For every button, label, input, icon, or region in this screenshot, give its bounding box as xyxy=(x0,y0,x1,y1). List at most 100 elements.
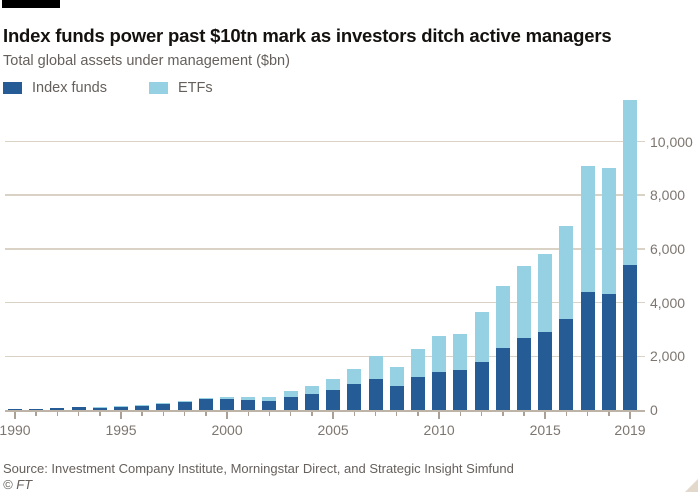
x-axis-tick-2010 xyxy=(438,411,440,419)
bar-2003-index-funds xyxy=(283,397,298,410)
etfs-swatch-icon xyxy=(148,82,168,94)
bar-1998-etfs xyxy=(177,400,192,402)
x-axis-tick-2013 xyxy=(502,411,504,416)
x-axis-tick-2004 xyxy=(311,411,313,416)
legend-item-index-funds: Index funds xyxy=(3,80,107,96)
bar-1996-index-funds xyxy=(135,405,150,410)
corner-triangle-icon xyxy=(685,479,698,492)
x-axis-tick-1998 xyxy=(183,411,186,416)
x-axis-label-2000: 2000 xyxy=(211,422,243,438)
bar-2017-etfs xyxy=(580,165,595,292)
bar-2012-etfs xyxy=(474,311,489,362)
x-axis-label-2015: 2015 xyxy=(529,422,561,438)
x-axis-label-1995: 1995 xyxy=(105,422,137,438)
x-axis-tick-1999 xyxy=(205,411,207,416)
bar-2008-index-funds xyxy=(389,385,404,410)
bar-2015-etfs xyxy=(538,254,553,333)
bar-2000-index-funds xyxy=(220,398,235,410)
x-axis-tick-2014 xyxy=(523,411,525,416)
x-axis-baseline xyxy=(5,409,645,412)
x-axis-tick-2012 xyxy=(480,411,483,416)
legend-label-index-funds: Index funds xyxy=(32,80,107,96)
x-axis-tick-2009 xyxy=(417,411,419,416)
y-axis-label-4,000: 4,000 xyxy=(650,294,686,311)
gridline-2,000 xyxy=(5,355,645,358)
bar-1994-index-funds xyxy=(92,407,107,410)
gridline-8,000 xyxy=(5,194,645,196)
x-axis-label-2010: 2010 xyxy=(423,422,455,438)
bar-2009-etfs xyxy=(410,349,425,377)
bar-2007-index-funds xyxy=(368,379,383,410)
bar-2000-etfs xyxy=(220,396,235,399)
bar-1999-etfs xyxy=(198,397,213,399)
x-axis-tick-2016 xyxy=(565,411,568,416)
bar-1991-index-funds xyxy=(29,408,44,410)
chart-title: Index funds power past $10tn mark as inv… xyxy=(3,25,612,47)
x-axis-tick-2001 xyxy=(247,411,250,416)
bar-2002-etfs xyxy=(262,397,277,402)
bar-2010-etfs xyxy=(432,336,447,372)
x-axis-tick-2007 xyxy=(374,411,377,416)
bar-1993-index-funds xyxy=(71,407,86,410)
index-funds-swatch-icon xyxy=(3,82,22,94)
x-axis-label-2005: 2005 xyxy=(317,422,349,438)
x-axis-tick-2018 xyxy=(608,411,610,416)
bar-2005-etfs xyxy=(326,379,341,391)
x-axis-tick-1992 xyxy=(56,411,59,416)
bar-2012-index-funds xyxy=(474,361,489,410)
y-axis-label-10,000: 10,000 xyxy=(650,133,693,150)
bar-1998-index-funds xyxy=(177,401,192,410)
bar-2016-index-funds xyxy=(559,318,574,410)
x-axis-tick-2000 xyxy=(226,411,228,419)
bar-1999-index-funds xyxy=(198,398,213,410)
bar-2015-index-funds xyxy=(538,332,553,410)
bar-1997-index-funds xyxy=(156,403,171,410)
x-axis-tick-1990 xyxy=(14,411,16,419)
bar-2003-etfs xyxy=(283,391,298,398)
bar-2019-etfs xyxy=(623,99,637,265)
x-axis-tick-2005 xyxy=(332,411,334,419)
bar-2001-index-funds xyxy=(241,400,256,410)
bar-2018-etfs xyxy=(601,167,616,294)
y-axis-label-0: 0 xyxy=(650,402,658,418)
x-axis-tick-2008 xyxy=(395,411,398,416)
y-axis-label-8,000: 8,000 xyxy=(650,187,686,204)
bar-2010-index-funds xyxy=(432,371,447,410)
x-axis-label-1990: 1990 xyxy=(0,422,31,438)
bar-2002-index-funds xyxy=(262,401,277,410)
bar-2004-index-funds xyxy=(304,394,319,410)
bar-2016-etfs xyxy=(559,226,574,319)
gridline-4,000 xyxy=(5,301,645,304)
bar-1992-index-funds xyxy=(50,408,65,410)
chart-subtitle: Total global assets under management ($b… xyxy=(3,53,290,69)
bar-2013-etfs xyxy=(495,286,510,349)
bar-2005-index-funds xyxy=(326,390,341,410)
x-axis-tick-1993 xyxy=(77,411,80,416)
x-axis-tick-1996 xyxy=(141,411,143,416)
x-axis-tick-1997 xyxy=(162,411,165,416)
gridline-10,000 xyxy=(5,140,645,143)
legend-item-etfs: ETFs xyxy=(148,80,213,96)
bar-2006-etfs xyxy=(347,368,362,385)
legend: Index funds ETFs xyxy=(3,80,213,96)
x-axis-tick-2002 xyxy=(268,411,271,416)
bar-2018-index-funds xyxy=(601,293,616,410)
x-axis-tick-1994 xyxy=(99,411,101,416)
bar-1995-index-funds xyxy=(114,406,129,410)
source-note: Source: Investment Company Institute, Mo… xyxy=(3,461,514,476)
y-axis-label-2,000: 2,000 xyxy=(650,348,686,365)
legend-label-etfs: ETFs xyxy=(177,80,213,96)
x-axis-tick-1991 xyxy=(35,411,37,416)
ft-brand-bar xyxy=(2,0,60,8)
x-axis-tick-2011 xyxy=(459,411,462,416)
bar-1997-etfs xyxy=(156,402,171,404)
bar-2004-etfs xyxy=(304,385,319,395)
bar-2017-index-funds xyxy=(580,291,595,410)
bar-2009-index-funds xyxy=(410,376,425,410)
ft-credit: © FT xyxy=(3,477,33,492)
x-axis-tick-2006 xyxy=(353,411,356,416)
bar-2013-index-funds xyxy=(495,348,510,410)
bar-2001-etfs xyxy=(241,397,256,401)
x-axis-tick-2017 xyxy=(586,411,589,416)
bar-2014-index-funds xyxy=(516,338,531,410)
